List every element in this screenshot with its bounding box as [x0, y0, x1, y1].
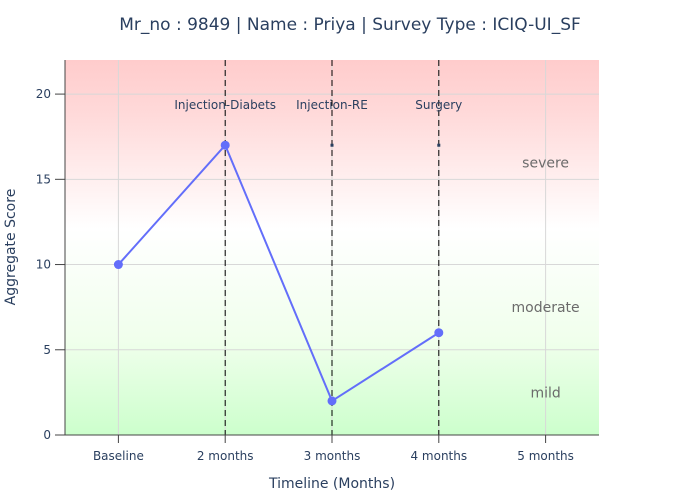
data-point	[434, 328, 444, 338]
event-label: Surgery	[415, 98, 462, 112]
event-marker	[437, 143, 441, 147]
data-point	[327, 396, 337, 406]
event-label: Injection-RE	[296, 98, 368, 112]
data-point	[113, 260, 123, 270]
x-tick-label: Baseline	[93, 449, 144, 463]
series-line	[117, 143, 440, 403]
y-tick-label: 0	[43, 428, 51, 442]
event-label: Injection-Diabets	[174, 98, 276, 112]
axes: 0 5 10 15 20 Baseline 2 months 3 months 4 months…	[36, 60, 599, 463]
y-tick-label: 10	[36, 258, 51, 272]
event-marker	[330, 143, 334, 147]
series-layer	[113, 140, 444, 406]
event-markers: Injection-Diabets Injection-RE Surgery	[174, 60, 462, 435]
band-labels: severe moderate mild	[512, 155, 580, 401]
x-tick-label: 4 months	[410, 449, 467, 463]
y-tick-label: 5	[43, 343, 51, 357]
x-tick-label: 5 months	[517, 449, 574, 463]
y-tick-label: 20	[36, 87, 51, 101]
x-tick-label: 2 months	[197, 449, 254, 463]
chart-title: Mr_no : 9849 | Name : Priya | Survey Typ…	[119, 15, 581, 35]
x-tick-label: 3 months	[304, 449, 361, 463]
band-label-severe: severe	[522, 155, 569, 171]
band-label-mild: mild	[530, 385, 560, 401]
x-axis-title: Timeline (Months)	[268, 476, 395, 492]
data-point	[220, 140, 230, 150]
y-axis-title: Aggregate Score	[3, 189, 19, 306]
y-tick-label: 15	[36, 172, 51, 186]
band-label-moderate: moderate	[512, 300, 580, 316]
